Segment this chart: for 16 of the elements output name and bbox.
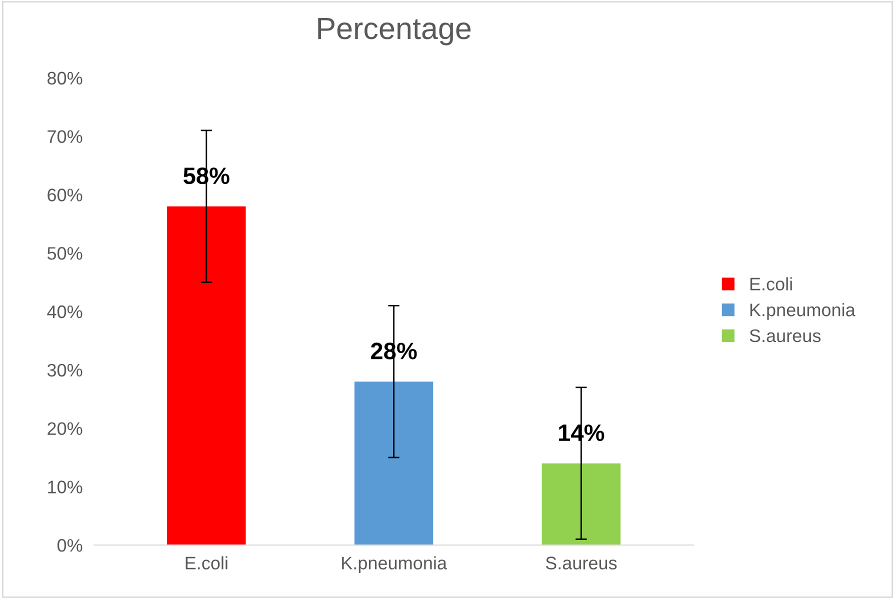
- y-tick-label: 10%: [48, 480, 82, 494]
- y-tick-label: 60%: [48, 188, 82, 202]
- x-tick-label: E.coli: [186, 556, 228, 570]
- legend-label: K.pneumonia: [750, 303, 856, 320]
- y-tick-label: 20%: [48, 422, 82, 436]
- y-tick-label: 50%: [47, 247, 82, 260]
- y-tick-label: 70%: [48, 130, 82, 143]
- y-tick-label: 40%: [47, 305, 82, 318]
- y-tick-label: 30%: [47, 364, 82, 377]
- x-tick-label: S.aureus: [546, 556, 617, 570]
- x-tick-label: K.pneumonia: [342, 556, 448, 574]
- chart-title: Percentage: [318, 18, 471, 46]
- y-tick-label: 0%: [57, 539, 82, 552]
- legend-label: E.coli: [750, 277, 792, 290]
- y-tick-label: 80%: [48, 72, 82, 85]
- legend-label: S.aureus: [750, 329, 821, 342]
